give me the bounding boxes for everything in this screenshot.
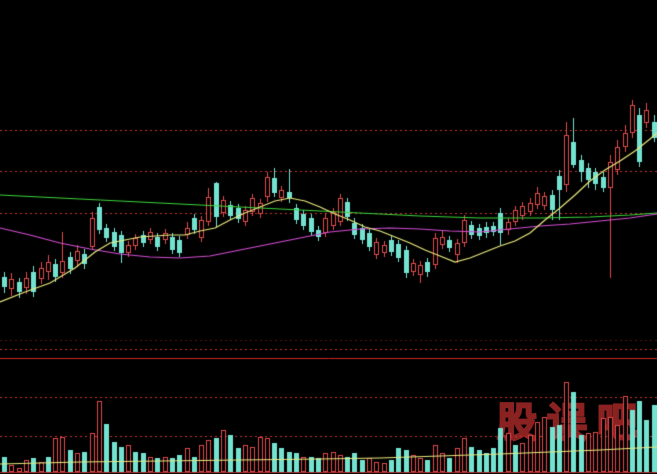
kline-chart-canvas[interactable] xyxy=(0,0,657,474)
stock-chart: 股误吧 xyxy=(0,0,657,474)
